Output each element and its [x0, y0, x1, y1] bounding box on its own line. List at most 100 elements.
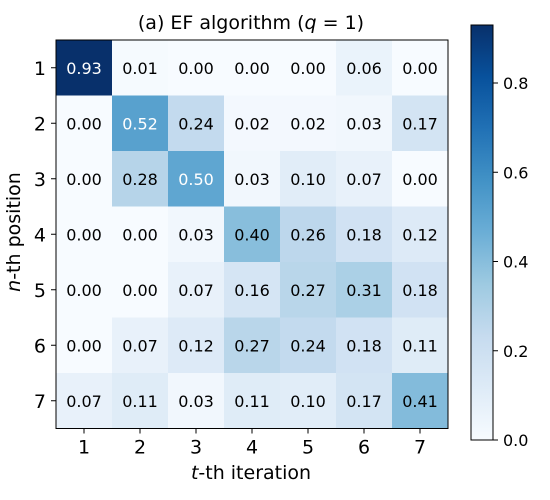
cell-value-label: 0.07: [66, 392, 102, 411]
heatmap-cell: [392, 95, 449, 152]
cell-value-label: 0.00: [66, 114, 102, 133]
heatmap-cell: [112, 40, 169, 96]
cell-value-label: 0.00: [66, 336, 102, 355]
cell-value-label: 0.28: [122, 170, 158, 189]
heatmap-cell: [112, 317, 169, 374]
heatmap-cell: [392, 317, 449, 374]
heatmap-cell: [112, 262, 169, 318]
heatmap-cell: [336, 40, 393, 96]
heatmap-cell: [56, 373, 113, 429]
x-axis-label: t-th iteration: [191, 462, 311, 484]
heatmap-cell: [112, 373, 169, 429]
heatmap-cell-labels: 0.93 0.01 0.00 0.00 0.00 0.06 0.00 0.00 0.52 0.24…: [66, 59, 438, 411]
heatmap-cell: [336, 151, 393, 207]
colorbar-tick-label: 0.2: [503, 342, 528, 361]
x-axis-label-text: -th iteration: [198, 462, 311, 484]
x-tick-label: 6: [358, 437, 370, 459]
heatmap-cell: [336, 373, 393, 429]
heatmap-cell: [56, 262, 113, 318]
heatmap-cell: [168, 206, 225, 263]
heatmap-cell: [56, 95, 113, 152]
cell-value-label: 0.00: [402, 59, 438, 78]
x-tick-label: 3: [190, 437, 202, 459]
cell-value-label: 0.11: [234, 392, 270, 411]
heatmap-cell: [168, 317, 225, 374]
heatmap-cell: [112, 151, 169, 207]
chart-title-prefix: (a) EF algorithm (: [138, 12, 305, 34]
heatmap-cell: [336, 95, 393, 152]
heatmap-cells: [56, 40, 449, 429]
heatmap-cell: [336, 206, 393, 263]
x-tick-label: 7: [414, 437, 426, 459]
cell-value-label: 0.24: [178, 114, 214, 133]
y-tick-label: 1: [34, 58, 46, 80]
cell-value-label: 0.12: [178, 336, 214, 355]
heatmap-cell: [392, 206, 449, 263]
colorbar-tick-label: 0.6: [503, 163, 528, 182]
heatmap-cell: [168, 95, 225, 152]
colorbar-tick-label: 0.0: [503, 431, 528, 450]
heatmap-cell: [168, 262, 225, 318]
heatmap-cell: [168, 40, 225, 96]
y-axis-ticks: 1 2 3 4 5 6 7: [34, 58, 56, 413]
heatmap-cell: [280, 40, 337, 96]
cell-value-label: 0.12: [402, 225, 438, 244]
cell-value-label: 0.00: [234, 59, 270, 78]
cell-value-label: 0.02: [290, 114, 326, 133]
chart-title-suffix: = 1): [317, 12, 365, 34]
y-axis-label: n-th position: [3, 172, 25, 292]
cell-value-label: 0.00: [122, 225, 158, 244]
cell-value-label: 0.52: [122, 114, 158, 133]
x-axis-label-var: t: [191, 462, 200, 484]
x-tick-label: 1: [78, 437, 90, 459]
colorbar-ticks: 0.0 0.2 0.4 0.6 0.8: [493, 74, 528, 450]
heatmap-cell: [224, 206, 281, 263]
heatmap-cell: [224, 151, 281, 207]
x-axis-ticks: 1 2 3 4 5 6 7: [78, 428, 426, 459]
heatmap-cell: [56, 317, 113, 374]
heatmap-cell: [224, 95, 281, 152]
heatmap-cell: [224, 317, 281, 374]
cell-value-label: 0.00: [66, 225, 102, 244]
cell-value-label: 0.24: [290, 336, 326, 355]
cell-value-label: 0.07: [122, 336, 158, 355]
colorbar: [470, 24, 494, 441]
heatmap-cell: [280, 262, 337, 318]
y-tick-label: 5: [34, 280, 46, 302]
cell-value-label: 0.31: [346, 281, 382, 300]
y-tick-label: 6: [34, 335, 46, 357]
y-axis-label-var: n: [3, 280, 25, 292]
cell-value-label: 0.17: [402, 114, 438, 133]
heatmap-cell: [56, 40, 113, 96]
cell-value-label: 0.03: [178, 225, 214, 244]
heatmap-cell: [112, 95, 169, 152]
heatmap-cell: [224, 262, 281, 318]
cell-value-label: 0.11: [402, 336, 438, 355]
cell-value-label: 0.11: [122, 392, 158, 411]
heatmap-cell: [224, 373, 281, 429]
cell-value-label: 0.01: [122, 59, 158, 78]
cell-value-label: 0.41: [402, 392, 438, 411]
cell-value-label: 0.02: [234, 114, 270, 133]
cell-value-label: 0.18: [346, 225, 382, 244]
chart-title: (a) EF algorithm (q = 1): [138, 12, 364, 34]
cell-value-label: 0.00: [66, 170, 102, 189]
heatmap-cell: [392, 151, 449, 207]
cell-value-label: 0.50: [178, 170, 214, 189]
cell-value-label: 0.17: [346, 392, 382, 411]
cell-value-label: 0.03: [234, 170, 270, 189]
heatmap-cell: [280, 151, 337, 207]
heatmap-cell: [392, 40, 449, 96]
y-tick-label: 3: [34, 169, 46, 191]
y-tick-label: 7: [34, 391, 46, 413]
heatmap-cell: [280, 206, 337, 263]
cell-value-label: 0.00: [178, 59, 214, 78]
cell-value-label: 0.10: [290, 392, 326, 411]
heatmap-cell: [336, 317, 393, 374]
cell-value-label: 0.18: [402, 281, 438, 300]
heatmap-cell: [56, 206, 113, 263]
cell-value-label: 0.00: [402, 170, 438, 189]
cell-value-label: 0.07: [178, 281, 214, 300]
x-tick-label: 2: [134, 437, 146, 459]
